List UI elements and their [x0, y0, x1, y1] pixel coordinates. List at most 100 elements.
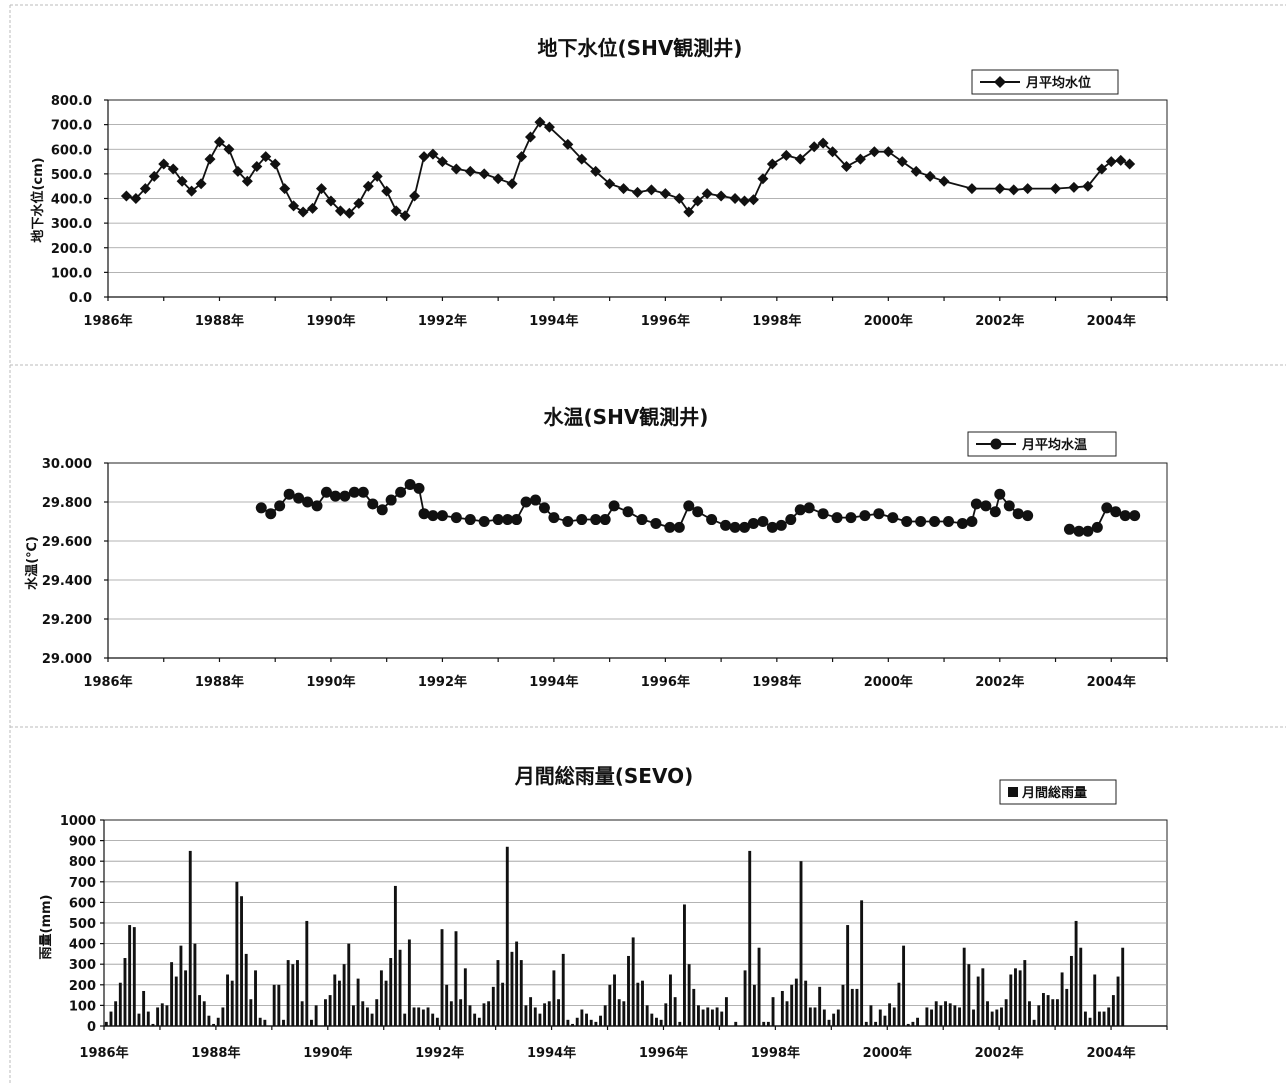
chart3-bar [132, 927, 136, 1026]
chart2-point [562, 516, 574, 527]
chart3-bar [272, 984, 276, 1026]
chart2-point [427, 510, 439, 522]
chart1-point [1115, 154, 1127, 166]
chart1-x-tick-label: 2004年 [1087, 313, 1136, 329]
chart2-point [966, 516, 978, 527]
chart3-bar [650, 1013, 654, 1026]
chart3-bar [137, 1013, 141, 1026]
chart3-x-tick-label: 1998年 [751, 1045, 800, 1061]
chart3-bar [841, 984, 845, 1026]
chart2-point [1063, 523, 1075, 535]
chart1-point [632, 186, 643, 198]
chart2-point [395, 486, 407, 498]
chart3-bar [911, 1021, 915, 1026]
chart3-bar [948, 1003, 952, 1026]
chart1-point [715, 190, 727, 202]
chart1-y-tick-label: 300.0 [51, 217, 92, 232]
chart2-point [775, 519, 787, 531]
chart3-bar [720, 1011, 724, 1026]
chart1-y-tick-label: 0.0 [69, 291, 92, 306]
chart2-point [255, 502, 267, 514]
chart1-y-tick-label: 600.0 [51, 143, 92, 158]
chart1-point [604, 178, 616, 190]
chart3-bar [589, 1019, 593, 1026]
chart3-bar [291, 964, 295, 1026]
chart3-bar [1107, 1007, 1111, 1026]
chart1-y-tick-label: 500.0 [51, 168, 92, 183]
chart3-bar [864, 1021, 868, 1026]
chart3-bar [384, 980, 388, 1026]
chart2-point [339, 490, 351, 502]
chart3-bar [906, 1023, 910, 1026]
chart3-bar [710, 1009, 714, 1026]
chart1-y-axis-label: 地下水位(cm) [30, 157, 46, 242]
chart1-point [659, 188, 671, 200]
chart3-bar [981, 968, 985, 1026]
chart1-point [645, 184, 657, 196]
chart3-bar [687, 964, 691, 1026]
chart3-bar [347, 943, 351, 1026]
chart1-point [167, 163, 179, 175]
chart3-bar [962, 947, 966, 1026]
chart3-bar [608, 984, 612, 1026]
chart2-point [576, 514, 588, 526]
chart3-bar [678, 1021, 682, 1026]
chart3-bar [449, 1001, 453, 1026]
chart3-bar [855, 988, 859, 1026]
chart1-x-tick-label: 2000年 [864, 313, 913, 329]
chart2-point [413, 482, 425, 494]
chart3-bar [552, 970, 556, 1026]
groundwater-level-chart: 0.0 100.0 200.0 300.0 400.0 500.0 600.0 700.0 80… [51, 69, 1168, 329]
chart2-point [785, 514, 797, 526]
chart3-bar [990, 1011, 994, 1026]
chart3-bar [333, 974, 337, 1026]
chart2-point [436, 510, 448, 522]
chart3-bar [780, 990, 784, 1026]
chart3-bar [519, 960, 523, 1026]
chart1-point [1105, 156, 1117, 168]
chart1-point [186, 185, 198, 197]
chart1-point [827, 146, 839, 158]
chart3-bar [813, 1007, 817, 1026]
chart3-bar [244, 953, 248, 1026]
chart3-bar [827, 1019, 831, 1026]
chart3-bar [1060, 972, 1064, 1026]
chart3-bar [1023, 960, 1027, 1026]
chart1-point [195, 178, 207, 190]
chart3-bar [351, 1005, 355, 1026]
chart3-bar [1065, 988, 1069, 1026]
chart3-bar [142, 990, 146, 1026]
chart1-point [269, 158, 281, 170]
chart3-bar [785, 1001, 789, 1026]
chart1-point [223, 143, 235, 155]
chart3-bar [165, 1005, 169, 1026]
chart3-bar [1042, 993, 1045, 1026]
chart1-point [543, 121, 555, 133]
chart3-bar [874, 1021, 878, 1026]
chart3-bar [375, 999, 379, 1026]
chart3-bar [524, 1005, 528, 1026]
chart3-bar [104, 1021, 108, 1026]
chart2-point [794, 504, 806, 516]
chart1-x-tick-label: 1996年 [641, 313, 690, 329]
chart2-point [901, 516, 913, 527]
chart3-bar [585, 1013, 588, 1026]
chart2-point [887, 512, 899, 524]
chart1-point [524, 131, 536, 143]
chart2-point [673, 521, 685, 533]
chart3-bar [421, 1009, 425, 1026]
chart1-point [436, 156, 448, 168]
chart3-bar [599, 1015, 602, 1026]
chart1-point [794, 153, 806, 165]
chart2-point [478, 516, 490, 527]
chart1-point [130, 193, 142, 204]
chart3-bar [440, 929, 444, 1026]
chart1-point [924, 170, 936, 182]
chart1-point [297, 206, 309, 218]
chart2-point [664, 521, 676, 533]
chart3-bar [953, 1005, 957, 1026]
chart3-bar [501, 982, 505, 1026]
chart1-point [534, 116, 546, 128]
chart3-bar [799, 861, 803, 1026]
